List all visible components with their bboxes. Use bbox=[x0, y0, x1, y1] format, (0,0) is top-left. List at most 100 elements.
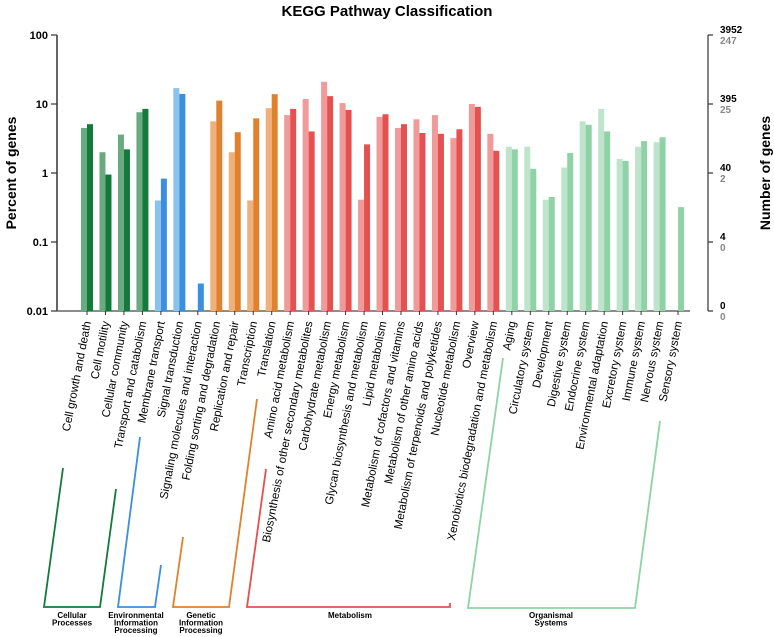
group-label: Processes bbox=[52, 619, 93, 628]
right-tick-label-secondary: 247 bbox=[720, 36, 737, 47]
bar-dark bbox=[308, 131, 315, 311]
y-tick-label: 0.01 bbox=[27, 306, 48, 318]
bar-light bbox=[265, 108, 272, 311]
group-label: Cellular bbox=[57, 611, 86, 620]
bar-light bbox=[487, 133, 494, 311]
bar-light bbox=[358, 199, 365, 311]
bar-light bbox=[228, 152, 235, 311]
group-bracket bbox=[171, 398, 258, 608]
bar-light bbox=[376, 116, 383, 311]
group-label: Genetic bbox=[186, 611, 216, 620]
bar-light bbox=[542, 199, 549, 311]
right-tick-label-primary: 4 bbox=[720, 232, 726, 243]
y-axis-label: Percent of genes bbox=[3, 116, 19, 229]
chart-title: KEGG Pathway Classification bbox=[282, 3, 493, 20]
bar-dark bbox=[216, 100, 223, 311]
bar-dark bbox=[271, 94, 278, 311]
bar-light bbox=[117, 134, 124, 311]
bar-light bbox=[653, 142, 660, 311]
x-tick-label: Aging bbox=[501, 320, 518, 351]
bar-light bbox=[561, 167, 568, 311]
bar-light bbox=[99, 152, 106, 311]
bar-light bbox=[524, 146, 531, 311]
right-tick-label-secondary: 25 bbox=[720, 105, 732, 116]
bar-light bbox=[598, 108, 605, 312]
y-tick-label: 0.1 bbox=[33, 237, 48, 249]
bar-dark bbox=[585, 124, 592, 311]
bar-dark bbox=[179, 93, 186, 311]
group-label: Metabolism bbox=[328, 611, 372, 620]
right-tick-label-primary: 0 bbox=[720, 301, 726, 312]
bar-dark bbox=[87, 124, 93, 311]
bar-dark bbox=[234, 132, 241, 311]
bar-dark bbox=[511, 149, 518, 311]
bar-dark bbox=[474, 106, 481, 311]
group-label: Organismal bbox=[529, 611, 573, 620]
right-tick-label-secondary: 0 bbox=[720, 243, 726, 254]
bar-dark bbox=[400, 124, 407, 311]
group-label: Information bbox=[114, 619, 158, 628]
bar-dark bbox=[123, 149, 130, 311]
bar-dark bbox=[456, 129, 463, 311]
bar-dark bbox=[105, 174, 112, 311]
bar-light bbox=[394, 127, 401, 311]
bar-light bbox=[413, 119, 420, 312]
bar-dark bbox=[567, 152, 574, 311]
bar-dark bbox=[548, 196, 555, 311]
bar-light bbox=[247, 200, 254, 311]
right-tick-label-primary: 395 bbox=[720, 94, 737, 105]
right-tick-label-secondary: 2 bbox=[720, 174, 726, 185]
bar-dark bbox=[641, 141, 648, 311]
bar-dark bbox=[253, 118, 260, 311]
bar-dark bbox=[622, 160, 629, 311]
bar-dark bbox=[142, 108, 149, 312]
right-tick-label-secondary: 0 bbox=[720, 312, 726, 323]
bar-light bbox=[505, 146, 512, 311]
bar-light bbox=[579, 121, 586, 311]
group-label: Processing bbox=[179, 626, 222, 635]
bar-dark bbox=[197, 283, 204, 311]
bar-light bbox=[431, 115, 438, 311]
bar-dark bbox=[345, 109, 352, 312]
group-label: Environmental bbox=[108, 611, 164, 620]
bar-dark bbox=[678, 207, 685, 311]
y-tick-label: 100 bbox=[30, 30, 48, 42]
group-label: Processing bbox=[114, 626, 157, 635]
bar-light bbox=[468, 104, 475, 311]
right-axis-label: Number of genes bbox=[757, 116, 773, 231]
bar-light bbox=[284, 115, 291, 311]
bar-light bbox=[450, 138, 457, 311]
bar-dark bbox=[659, 137, 666, 311]
bar-light bbox=[173, 88, 180, 311]
group-label: Information bbox=[179, 619, 223, 628]
bar-dark bbox=[290, 108, 297, 312]
bar-dark bbox=[160, 178, 167, 311]
bar-dark bbox=[530, 168, 537, 311]
bar-light bbox=[302, 99, 309, 312]
x-tick-label: Overview bbox=[461, 320, 482, 370]
bar-dark bbox=[419, 132, 426, 311]
bar-dark bbox=[327, 96, 334, 311]
bar-light bbox=[154, 200, 161, 311]
bar-light bbox=[81, 127, 87, 311]
bar-light bbox=[635, 146, 642, 311]
bar-dark bbox=[382, 114, 389, 311]
y-tick-label: 10 bbox=[36, 99, 48, 111]
bar-light bbox=[136, 112, 143, 311]
bar-light bbox=[616, 158, 623, 311]
bar-dark bbox=[364, 144, 371, 311]
y-tick-label: 1 bbox=[42, 168, 48, 180]
right-tick-label-primary: 3952 bbox=[720, 25, 743, 36]
bar-light bbox=[210, 121, 217, 311]
bar-light bbox=[339, 103, 346, 312]
bar-dark bbox=[493, 150, 500, 311]
group-bracket bbox=[42, 467, 117, 608]
bar-light bbox=[321, 81, 328, 311]
group-bracket bbox=[466, 357, 661, 609]
group-bracket bbox=[245, 468, 451, 608]
group-label: Systems bbox=[535, 619, 568, 628]
bar-dark bbox=[437, 133, 444, 311]
right-tick-label-primary: 40 bbox=[720, 163, 732, 174]
bar-dark bbox=[604, 131, 611, 311]
